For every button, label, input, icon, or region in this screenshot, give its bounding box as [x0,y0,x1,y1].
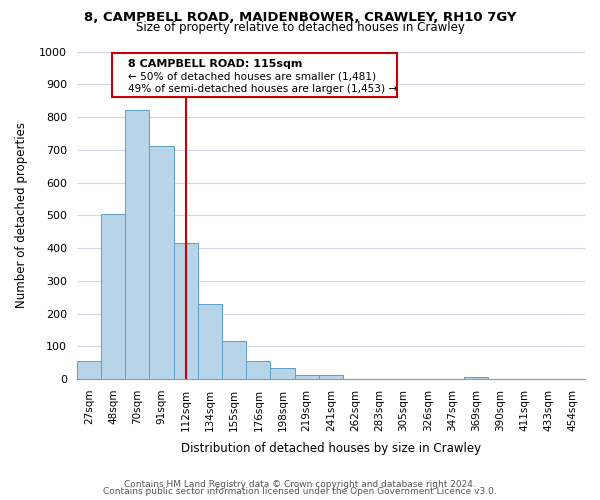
Bar [271,368,295,379]
Bar [319,375,343,379]
Text: 49% of semi-detached houses are larger (1,453) →: 49% of semi-detached houses are larger (… [128,84,397,94]
Y-axis label: Number of detached properties: Number of detached properties [15,122,28,308]
FancyBboxPatch shape [112,54,397,96]
Bar [125,110,149,379]
Bar [222,342,246,379]
Text: ← 50% of detached houses are smaller (1,481): ← 50% of detached houses are smaller (1,… [128,72,376,82]
Text: 8, CAMPBELL ROAD, MAIDENBOWER, CRAWLEY, RH10 7GY: 8, CAMPBELL ROAD, MAIDENBOWER, CRAWLEY, … [84,11,516,24]
Bar [295,375,319,379]
Bar [173,243,198,379]
Text: Contains public sector information licensed under the Open Government Licence v3: Contains public sector information licen… [103,488,497,496]
Bar [149,146,173,379]
Bar [198,304,222,379]
Text: Contains HM Land Registry data © Crown copyright and database right 2024.: Contains HM Land Registry data © Crown c… [124,480,476,489]
Text: Size of property relative to detached houses in Crawley: Size of property relative to detached ho… [136,22,464,35]
Bar [101,214,125,379]
X-axis label: Distribution of detached houses by size in Crawley: Distribution of detached houses by size … [181,442,481,455]
Bar [246,361,271,379]
Text: 8 CAMPBELL ROAD: 115sqm: 8 CAMPBELL ROAD: 115sqm [128,58,302,68]
Bar [464,378,488,379]
Bar [77,361,101,379]
